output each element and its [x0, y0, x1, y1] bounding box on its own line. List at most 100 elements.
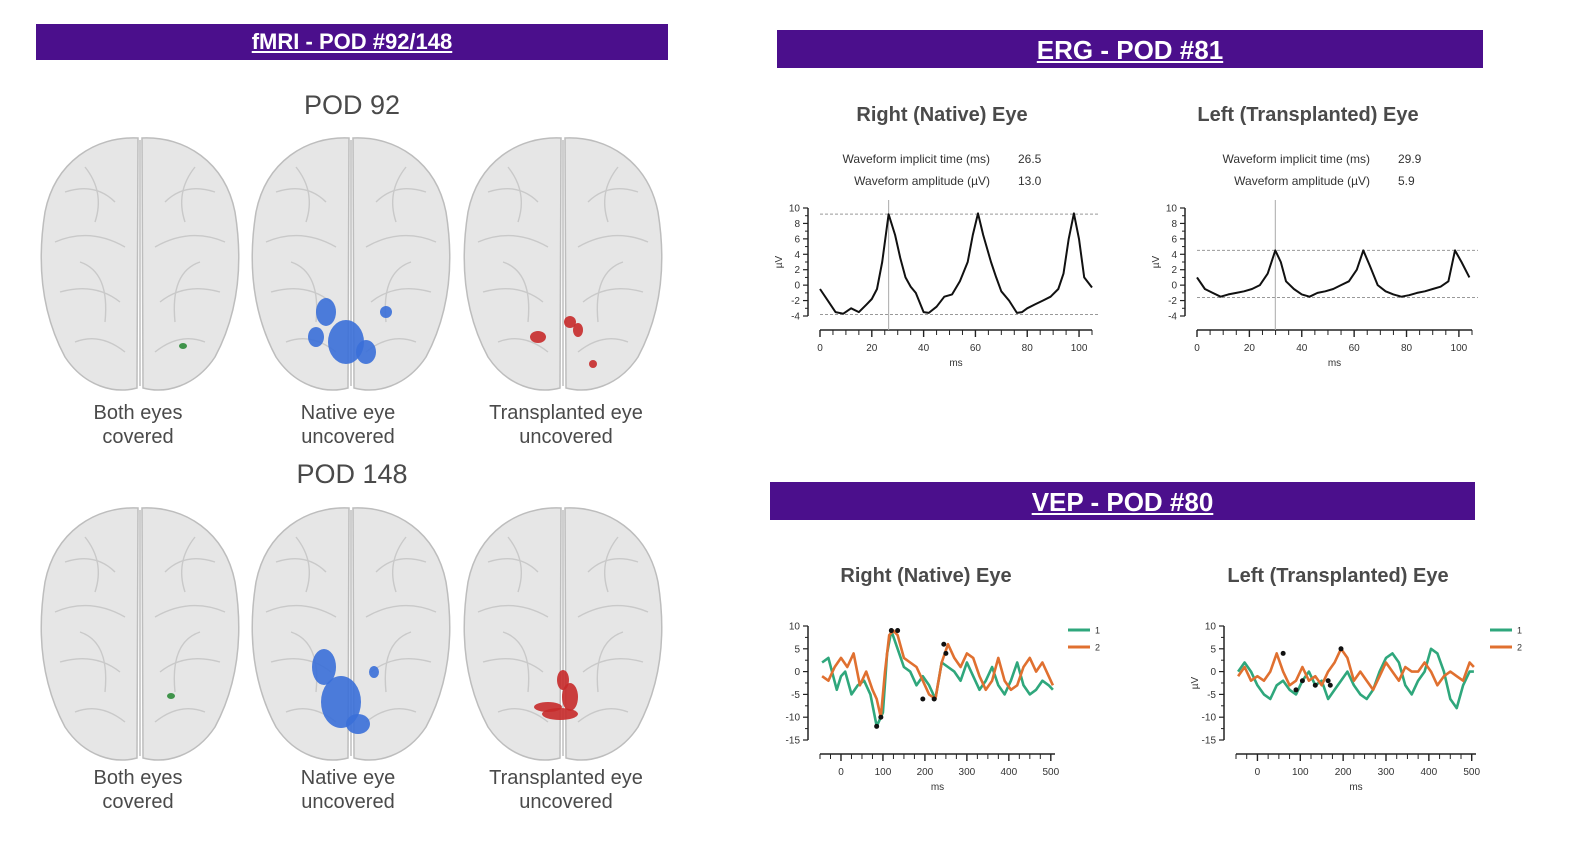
brain-render-pod148-both-covered [40, 507, 240, 761]
gyrus-line [577, 234, 649, 248]
left-hemisphere [463, 507, 562, 761]
y-tick-label: -10 [786, 713, 801, 724]
gyrus-line [365, 708, 417, 723]
gyrus-line [502, 261, 530, 323]
gyrus-line [596, 631, 624, 693]
activation-blob [380, 306, 392, 318]
caption-line1: Both eyes [93, 402, 183, 424]
y-tick-label: -4 [1168, 312, 1177, 323]
gyrus-line [79, 261, 107, 323]
brain-render-pod92-both-covered [40, 137, 240, 391]
gyrus-line [582, 287, 644, 303]
series-line-1 [819, 212, 1093, 315]
gyrus-line [507, 166, 522, 223]
caption-pod92-both-covered: Both eyes covered [28, 401, 248, 449]
x-tick-label: 80 [1022, 343, 1034, 354]
gyrus-line [59, 657, 121, 673]
left-hemisphere [40, 137, 139, 391]
peak-marker [888, 628, 894, 634]
x-axis-label: ms [931, 782, 944, 793]
erg-right-amplitude-row: Waveform amplitude (µV) 13.0 [800, 174, 1050, 190]
caption-line1: Transplanted eye [489, 402, 643, 424]
peak-marker [1280, 650, 1286, 656]
y-tick-label: 8 [794, 219, 800, 230]
y-tick-label: 0 [794, 281, 800, 292]
gyrus-line [154, 234, 226, 248]
gyrus-line [64, 558, 116, 573]
gyrus-line [392, 166, 407, 223]
y-tick-label: -10 [1202, 713, 1217, 724]
gyrus-line [477, 234, 549, 248]
activation-blob [179, 343, 187, 349]
y-tick-label: -2 [791, 296, 800, 307]
legend-label: 2 [1095, 643, 1100, 653]
caption-line2: covered [102, 791, 174, 813]
y-tick-label: 4 [1171, 250, 1177, 261]
activation-blob [328, 320, 364, 364]
gyrus-line [74, 338, 126, 353]
gyrus-line [487, 558, 539, 573]
erg-right-implicit-row: Waveform implicit time (ms) 26.5 [800, 152, 1050, 168]
activation-blob [589, 360, 597, 368]
erg-left-implicit-row: Waveform implicit time (ms) 29.9 [1180, 152, 1430, 168]
gyrus-line [604, 166, 619, 223]
activation-blob [312, 649, 336, 685]
gyrus-line [477, 604, 549, 618]
series-line-2 [821, 629, 1055, 719]
y-tick-label: -4 [791, 312, 800, 323]
series-line-1 [821, 629, 1054, 728]
right-hemisphere [141, 137, 240, 391]
gyrus-line [164, 188, 216, 203]
series-line-1 [1237, 647, 1474, 710]
gyrus-line [507, 536, 522, 593]
y-tick-label: 10 [789, 622, 801, 633]
activation-blob [562, 683, 578, 711]
y-tick-label: -15 [786, 736, 801, 747]
caption-line1: Both eyes [93, 767, 183, 789]
activation-blob [167, 693, 175, 699]
implicit-time-label: Waveform implicit time (ms) [1222, 152, 1370, 166]
amplitude-label: Waveform amplitude (µV) [854, 174, 990, 188]
peak-marker [1327, 682, 1333, 688]
gyrus-line [265, 234, 337, 248]
gyrus-line [497, 708, 549, 723]
activation-blob [573, 323, 583, 337]
y-tick-label: 2 [794, 265, 800, 276]
caption-pod148-native-uncovered: Native eye uncovered [238, 766, 458, 814]
x-tick-label: 100 [1292, 767, 1309, 778]
x-tick-label: 40 [1296, 343, 1308, 354]
brain-render-pod92-native-uncovered [251, 137, 451, 391]
amplitude-label: Waveform amplitude (µV) [1234, 174, 1370, 188]
x-tick-label: 60 [1349, 343, 1361, 354]
x-tick-label: 20 [1244, 343, 1256, 354]
gyrus-line [159, 287, 221, 303]
gyrus-line [275, 558, 327, 573]
x-tick-label: 20 [866, 343, 878, 354]
gyrus-line [74, 708, 126, 723]
activation-blob [564, 316, 576, 328]
y-tick-label: 10 [1205, 622, 1217, 633]
x-tick-label: 0 [1255, 767, 1261, 778]
x-tick-label: 500 [1463, 767, 1480, 778]
legend-label: 1 [1517, 626, 1522, 636]
x-tick-label: 40 [918, 343, 930, 354]
gyrus-line [370, 287, 432, 303]
y-tick-label: 2 [1171, 265, 1177, 276]
x-tick-label: 200 [917, 767, 934, 778]
caption-line2: covered [102, 426, 174, 448]
gyrus-line [154, 338, 206, 353]
gyrus-line [577, 708, 629, 723]
erg-left-eye-title: Left (Transplanted) Eye [1197, 104, 1419, 126]
peak-marker [941, 641, 947, 647]
gyrus-line [181, 536, 196, 593]
caption-pod92-transplanted-uncovered: Transplanted eye uncovered [456, 401, 676, 449]
x-axis-label: ms [1349, 782, 1362, 793]
x-tick-label: 200 [1335, 767, 1352, 778]
caption-line2: uncovered [301, 791, 395, 813]
y-tick-label: 8 [1171, 219, 1177, 230]
activation-blob [308, 327, 324, 347]
y-tick-label: 6 [1171, 234, 1177, 245]
left-hemisphere [40, 507, 139, 761]
gyrus-line [159, 657, 221, 673]
